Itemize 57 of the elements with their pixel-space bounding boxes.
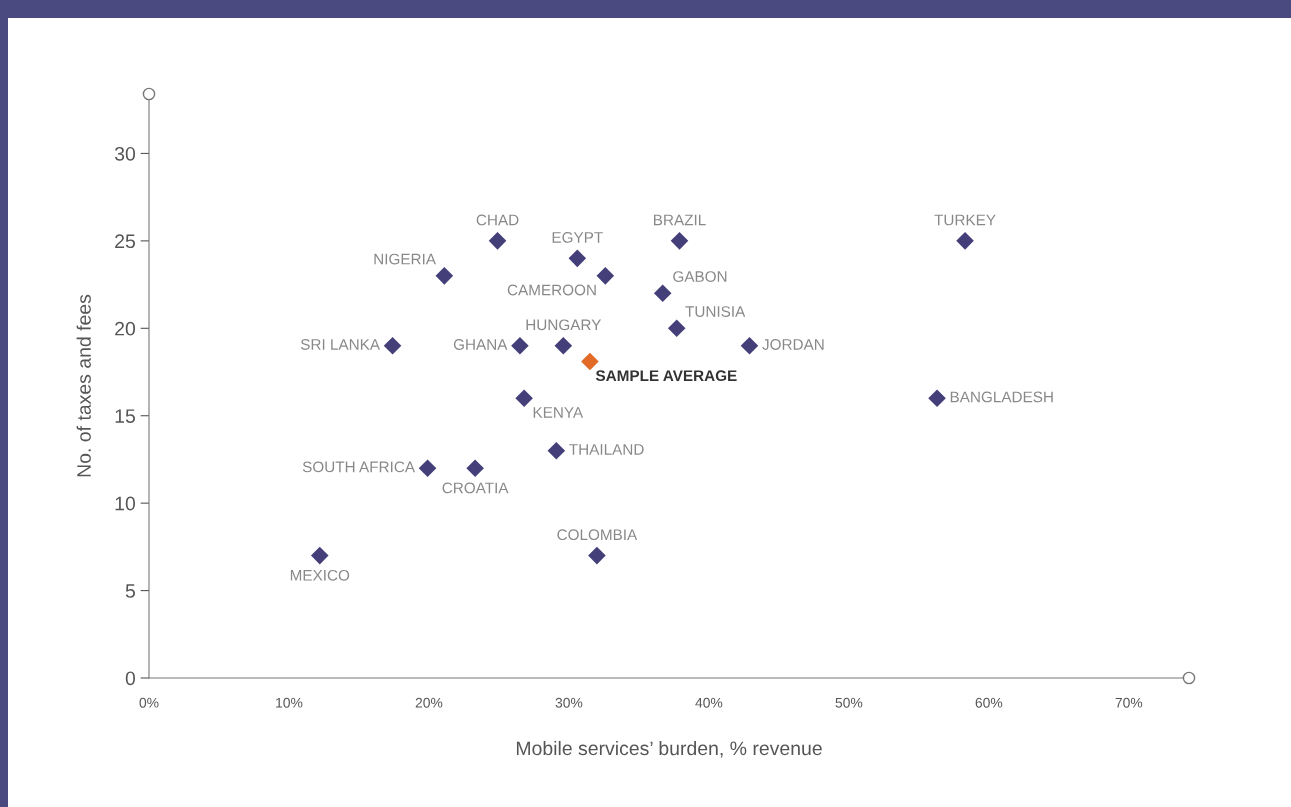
series-label: CAMEROON xyxy=(507,284,596,296)
y-axis-title: No. of taxes and fees xyxy=(76,294,91,477)
series-label: MEXICO xyxy=(290,569,350,581)
y-tick-label: 20 xyxy=(115,321,136,336)
series-label: TURKEY xyxy=(934,214,996,226)
series-label: EGYPT xyxy=(552,232,603,243)
series-label: SRI LANKA xyxy=(300,339,381,350)
series-label: SAMPLE AVERAGE xyxy=(595,370,737,382)
series-label: KENYA xyxy=(533,407,584,418)
y-tick-label: 25 xyxy=(115,234,135,249)
point xyxy=(588,546,606,565)
point xyxy=(515,389,533,408)
series-label: BRAZIL xyxy=(654,214,706,226)
point xyxy=(418,459,437,477)
y-tick-label: 5 xyxy=(125,584,135,598)
series-label: SOUTH AFRICA xyxy=(302,461,416,473)
point xyxy=(547,441,566,460)
point xyxy=(596,267,615,285)
point xyxy=(511,337,529,355)
point xyxy=(466,459,484,477)
point xyxy=(956,232,974,250)
x-tick-label: 40% xyxy=(695,697,723,708)
point xyxy=(740,337,759,355)
x-tick-label: 50% xyxy=(835,697,863,708)
series-label: JORDAN xyxy=(762,339,824,350)
series-label: CHAD xyxy=(476,214,519,226)
series-label: CROATIA xyxy=(442,482,509,494)
point xyxy=(581,352,599,371)
y-tick-label: 15 xyxy=(115,409,135,423)
series-label: GHANA xyxy=(453,339,508,350)
y-tick-label: 0 xyxy=(125,671,136,686)
point xyxy=(383,337,402,355)
x-tick-label: 60% xyxy=(975,697,1003,708)
x-tick-label: 70% xyxy=(1115,697,1143,708)
point xyxy=(310,546,329,565)
point xyxy=(653,284,672,303)
series-label: COLOMBIA xyxy=(557,529,638,541)
x-tick-label: 20% xyxy=(415,697,443,708)
point xyxy=(568,249,587,268)
series-label: GABON xyxy=(673,271,727,282)
point xyxy=(435,267,454,285)
point xyxy=(488,232,507,250)
series-label: BANGLADESH xyxy=(950,391,1053,403)
y-tick-label: 10 xyxy=(115,496,136,511)
series-label: THAILAND xyxy=(569,444,644,455)
x-tick-label: 0% xyxy=(139,697,159,708)
y-tick-label: 30 xyxy=(114,146,136,161)
series-label: TUNISIA xyxy=(685,306,746,317)
point xyxy=(670,232,689,250)
series-label: HUNGARY xyxy=(526,319,602,331)
x-axis-title: Mobile services’ burden, % revenue xyxy=(516,740,822,758)
x-tick-label: 10% xyxy=(276,697,303,708)
x-tick-label: 30% xyxy=(555,697,583,708)
point xyxy=(554,337,573,355)
point xyxy=(667,319,686,338)
point xyxy=(928,389,946,408)
series-label: NIGERIA xyxy=(374,253,436,265)
